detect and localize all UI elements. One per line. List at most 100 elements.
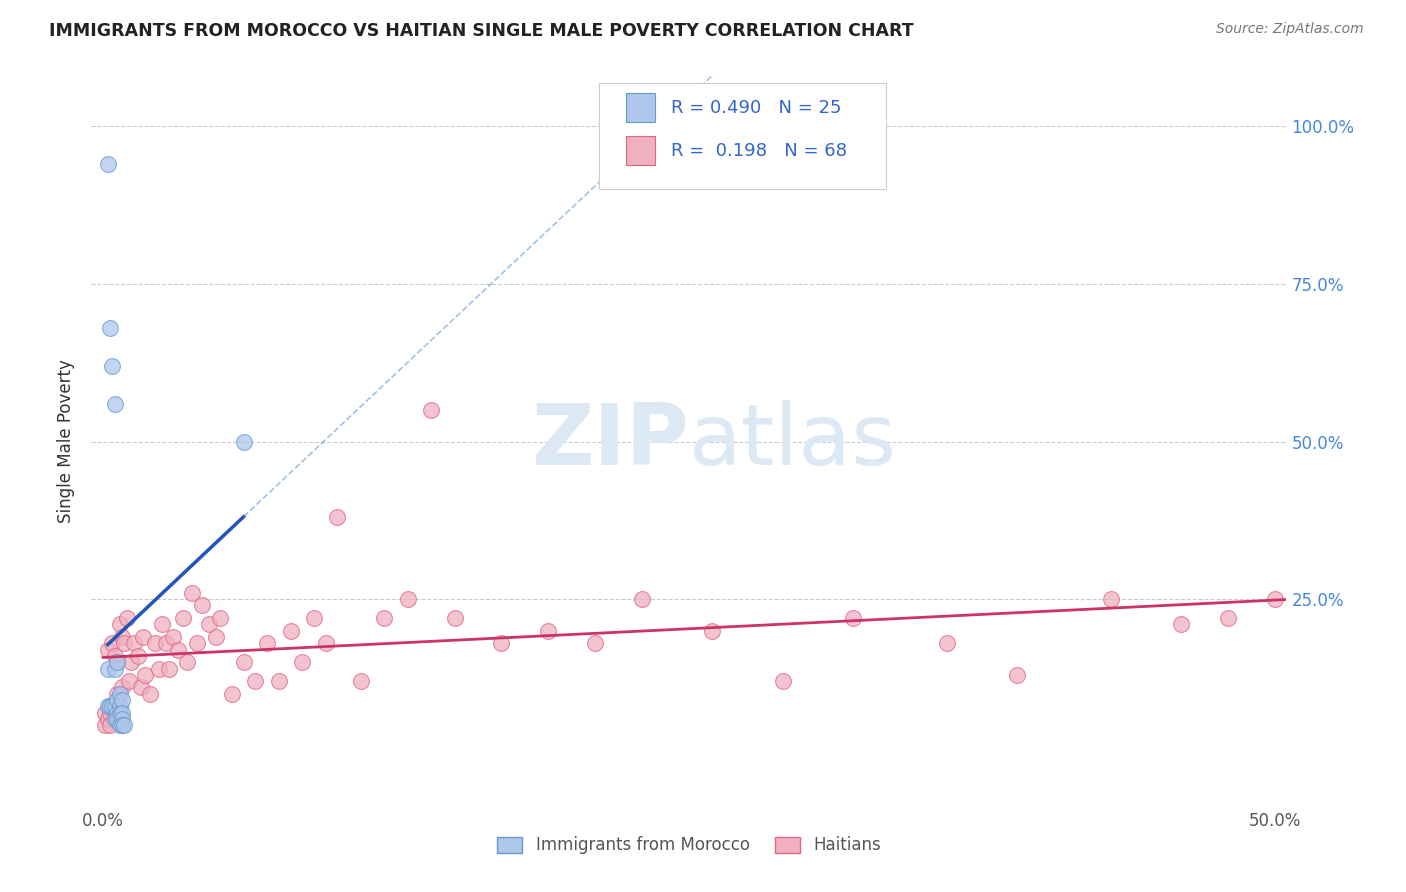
Point — [97, 661, 120, 675]
Point — [197, 617, 219, 632]
Point — [132, 630, 155, 644]
Point — [420, 403, 443, 417]
Point — [1216, 611, 1239, 625]
Point — [350, 674, 373, 689]
Point — [112, 636, 135, 650]
Point — [105, 687, 128, 701]
Point — [842, 611, 865, 625]
Text: atlas: atlas — [689, 400, 897, 483]
Text: Source: ZipAtlas.com: Source: ZipAtlas.com — [1216, 22, 1364, 37]
Point — [181, 586, 204, 600]
Point — [176, 655, 198, 669]
Point — [1264, 592, 1286, 607]
Point — [127, 648, 149, 663]
Text: IMMIGRANTS FROM MOROCCO VS HAITIAN SINGLE MALE POVERTY CORRELATION CHART: IMMIGRANTS FROM MOROCCO VS HAITIAN SINGL… — [49, 22, 914, 40]
Point — [326, 510, 349, 524]
Point — [167, 642, 190, 657]
Point — [101, 699, 124, 714]
Point — [162, 630, 184, 644]
Point — [221, 687, 243, 701]
Point — [537, 624, 560, 638]
Point — [935, 636, 957, 650]
Point — [631, 592, 654, 607]
Point — [155, 636, 177, 650]
Point — [111, 718, 134, 732]
Legend: Immigrants from Morocco, Haitians: Immigrants from Morocco, Haitians — [491, 830, 887, 861]
Point — [105, 655, 128, 669]
Point — [108, 718, 131, 732]
Text: ZIP: ZIP — [531, 400, 689, 483]
Point — [112, 718, 135, 732]
Point — [583, 636, 606, 650]
Point — [148, 661, 170, 675]
Point — [396, 592, 419, 607]
Point — [104, 706, 127, 720]
Point — [101, 636, 124, 650]
Point — [267, 674, 290, 689]
Point — [443, 611, 465, 625]
Point — [373, 611, 395, 625]
Point — [111, 706, 134, 720]
Point — [98, 321, 121, 335]
Point — [232, 434, 254, 449]
Point — [204, 630, 226, 644]
Point — [122, 636, 145, 650]
Point — [105, 706, 128, 720]
FancyBboxPatch shape — [626, 136, 655, 165]
Point — [97, 712, 120, 726]
Point — [108, 617, 131, 632]
Point — [280, 624, 302, 638]
Point — [245, 674, 267, 689]
FancyBboxPatch shape — [626, 93, 655, 122]
Point — [94, 718, 117, 732]
FancyBboxPatch shape — [599, 83, 886, 189]
Point — [134, 668, 156, 682]
Text: R = 0.490   N = 25: R = 0.490 N = 25 — [671, 99, 842, 117]
Point — [1099, 592, 1122, 607]
Point — [98, 706, 121, 720]
Point — [111, 693, 134, 707]
Point — [98, 718, 121, 732]
Point — [120, 655, 142, 669]
Point — [97, 699, 120, 714]
Point — [186, 636, 208, 650]
Point — [104, 712, 127, 726]
Point — [97, 642, 120, 657]
Point — [97, 157, 120, 171]
Point — [108, 687, 131, 701]
Point — [111, 681, 134, 695]
Point — [256, 636, 278, 650]
Point — [101, 359, 124, 373]
Point — [139, 687, 162, 701]
Point — [105, 655, 128, 669]
Point — [150, 617, 173, 632]
Point — [291, 655, 314, 669]
Point — [315, 636, 337, 650]
Point — [105, 693, 128, 707]
Y-axis label: Single Male Poverty: Single Male Poverty — [58, 359, 76, 524]
Point — [209, 611, 232, 625]
Point — [157, 661, 180, 675]
Point — [108, 706, 131, 720]
Point — [491, 636, 513, 650]
Point — [143, 636, 166, 650]
Point — [108, 699, 131, 714]
Point — [702, 624, 724, 638]
Point — [172, 611, 194, 625]
Point — [104, 699, 127, 714]
Point — [772, 674, 794, 689]
Point — [111, 630, 134, 644]
Point — [111, 712, 134, 726]
Point — [190, 599, 212, 613]
Point — [1005, 668, 1028, 682]
Point — [104, 648, 127, 663]
Point — [302, 611, 325, 625]
Point — [129, 681, 152, 695]
Point — [98, 699, 121, 714]
Point — [1170, 617, 1192, 632]
Point — [101, 699, 124, 714]
Point — [94, 706, 117, 720]
Point — [118, 674, 141, 689]
Point — [232, 655, 254, 669]
Point — [115, 611, 138, 625]
